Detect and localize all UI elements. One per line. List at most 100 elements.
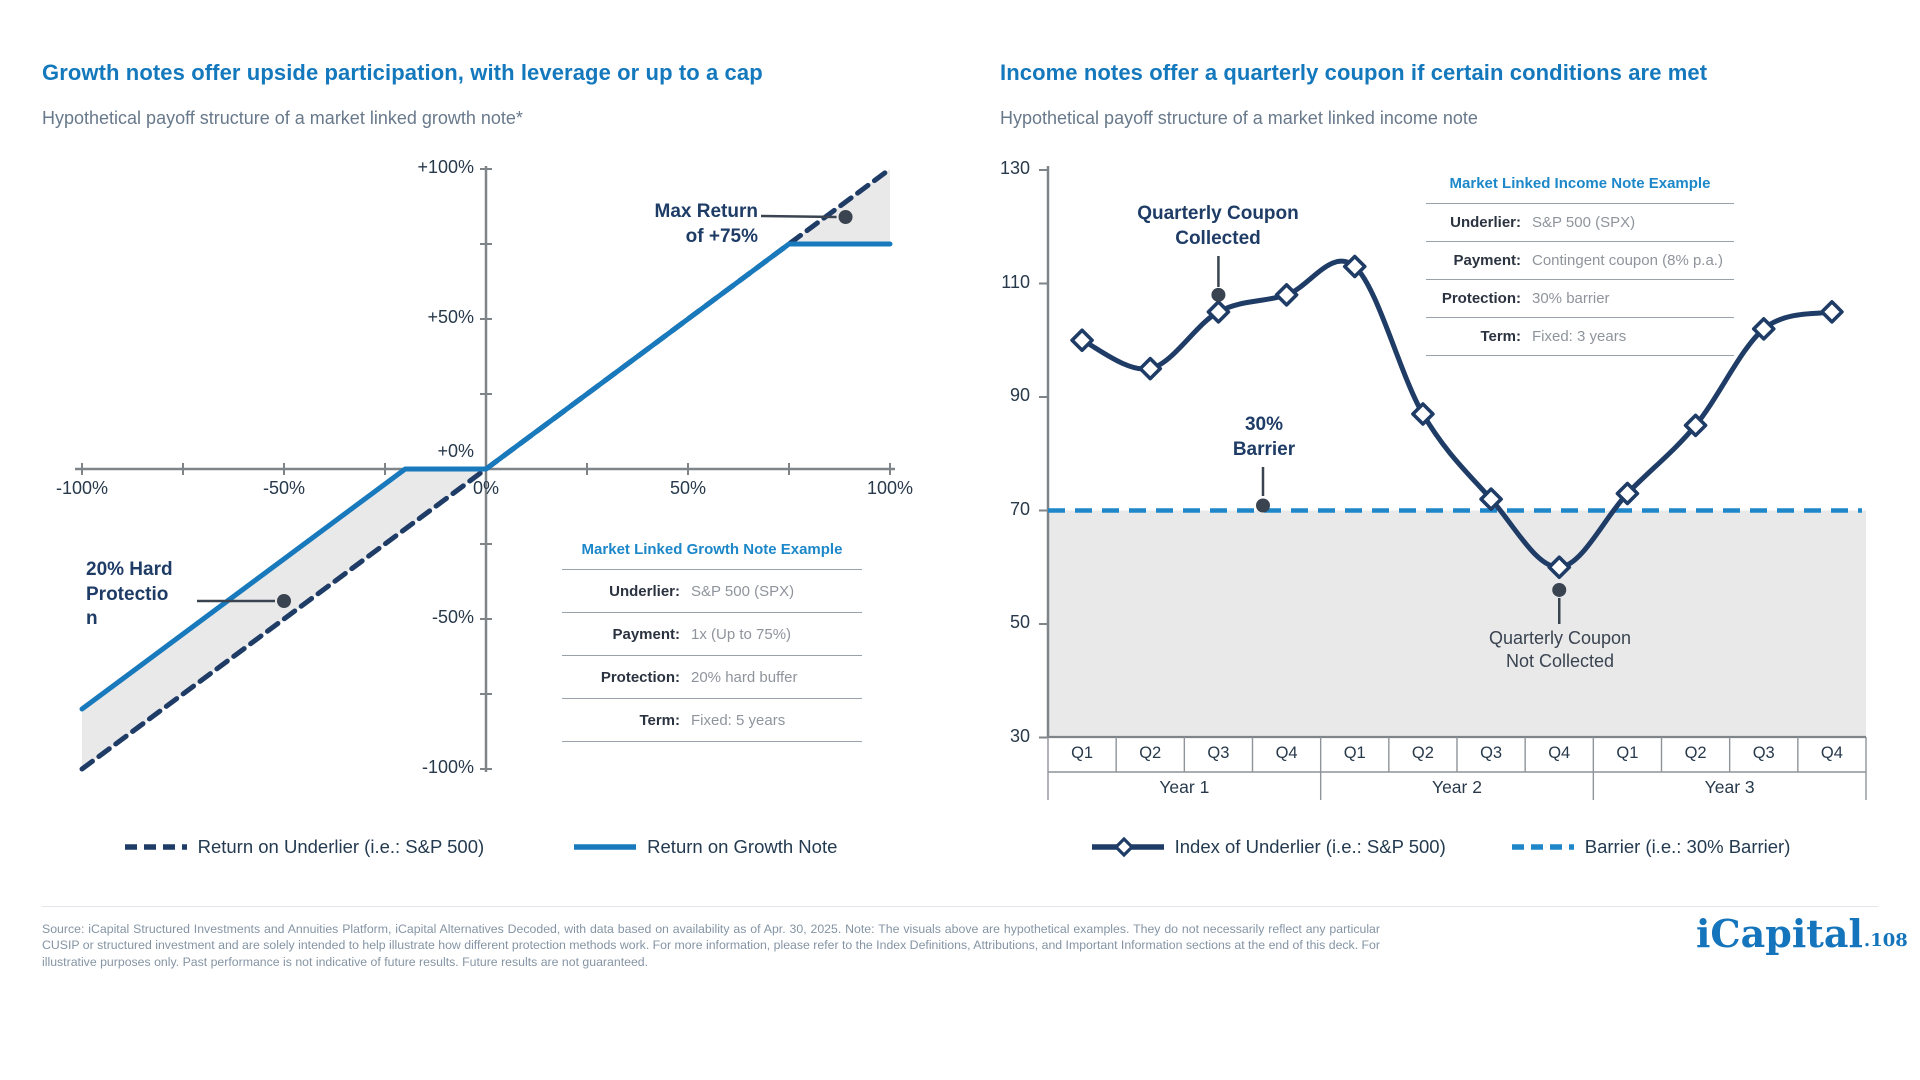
coupon-collected-dot	[1211, 287, 1226, 302]
growth-note-table-title: Market Linked Growth Note Example	[581, 541, 843, 558]
max-return-connector	[760, 214, 837, 219]
y-tick-label: 110	[1001, 271, 1030, 292]
quarter-label: Q3	[1752, 744, 1775, 762]
quarter-label: Q1	[1616, 744, 1639, 762]
income-legend: Index of Underlier (i.e.: S&P 500) Barri…	[1000, 836, 1880, 858]
y-tick-label: 70	[1009, 498, 1030, 519]
quarter-label: Q4	[1275, 744, 1298, 762]
legend-label-barrier: Barrier (i.e.: 30% Barrier)	[1584, 836, 1791, 857]
quarter-label: Q2	[1411, 744, 1434, 762]
index-point-marker	[1070, 328, 1094, 353]
source-note: Source: iCapital Structured Investments …	[42, 922, 1380, 969]
icapital-wordmark: iCapital	[1696, 911, 1863, 956]
legend-label-underlier-index: Index of Underlier (i.e.: S&P 500)	[1174, 836, 1446, 857]
x-tick-label: -50%	[262, 478, 306, 498]
income-note-table: Market Linked Income Note Example Underl…	[1426, 175, 1734, 356]
x-tick-label: 50%	[669, 478, 707, 498]
growth-chart-subtitle: Hypothetical payoff structure of a marke…	[42, 108, 523, 128]
y-tick-label: 130	[999, 158, 1030, 178]
income-note-table-value: S&P 500 (SPX)	[1532, 214, 1636, 231]
year-label: Year 3	[1704, 777, 1755, 797]
charts-overlay: Growth notes offer upside participation,…	[0, 60, 1880, 858]
quarter-label: Q3	[1207, 744, 1230, 762]
growth-note-table-label: Payment:	[612, 625, 680, 643]
legend-item-barrier: Barrier (i.e.: 30% Barrier)	[1510, 836, 1791, 858]
growth-note-table-rows: Underlier: S&P 500 (SPX) Payment: 1x (Up to…	[562, 569, 862, 742]
legend-label-growth-note-return: Return on Growth Note	[647, 836, 838, 857]
income-chart-title: Income notes offer a quarterly coupon if…	[1000, 60, 1708, 85]
legend-item-underlier-index: Index of Underlier (i.e.: S&P 500)	[1090, 836, 1446, 858]
growth-note-table-row: Underlier: S&P 500 (SPX)	[562, 569, 862, 612]
index-point-marker	[1138, 356, 1163, 381]
page-number: .108	[1863, 930, 1908, 951]
income-note-table-row: Protection: 30% barrier	[1426, 279, 1734, 317]
growth-legend: Return on Underlier (i.e.: S&P 500) Retu…	[0, 836, 960, 858]
year-label: Year 2	[1432, 777, 1482, 797]
quarter-label: Q4	[1820, 744, 1843, 762]
growth-note-table-label: Protection:	[600, 668, 680, 686]
charts-canvas	[75, 166, 1867, 800]
income-note-table-label: Protection:	[1441, 290, 1521, 307]
below-barrier-shade	[1048, 510, 1866, 737]
y-tick-label: +0%	[437, 441, 474, 461]
hard-protection-annotation: 20% Hard Protection	[86, 559, 173, 630]
income-chart-subtitle: Hypothetical payoff structure of a marke…	[1000, 108, 1478, 128]
income-note-table-label: Underlier:	[1450, 214, 1521, 231]
growth-note-table-value: S&P 500 (SPX)	[691, 582, 795, 600]
growth-note-table: Market Linked Growth Note Example Underl…	[562, 541, 862, 742]
index-point-marker	[1479, 487, 1503, 511]
index-point-marker	[1751, 317, 1776, 341]
income-note-table-row: Term: Fixed: 3 years	[1426, 317, 1734, 356]
legend-item-underlier-return: Return on Underlier (i.e.: S&P 500)	[123, 836, 484, 858]
index-point-marker	[1206, 300, 1231, 324]
income-note-table-value: Fixed: 3 years	[1532, 328, 1627, 345]
x-tick-label: 0%	[472, 478, 499, 498]
growth-note-table-label: Term:	[639, 711, 680, 729]
income-note-table-value: Contingent coupon (8% p.a.)	[1532, 252, 1723, 269]
y-tick-label: +100%	[417, 157, 474, 177]
index-point-marker	[1342, 254, 1367, 279]
growth-note-table-label: Underlier:	[609, 582, 680, 600]
income-note-table-value: 30% barrier	[1532, 290, 1610, 307]
y-tick-label: -100%	[421, 757, 474, 777]
quarter-label: Q2	[1139, 744, 1162, 762]
growth-note-line	[79, 241, 893, 712]
coupon-not-collected-annotation: Quarterly Coupon Not Collected	[1488, 628, 1632, 672]
barrier-annotation: 30% Barrier	[1232, 414, 1296, 460]
growth-note-table-row: Protection: 20% hard buffer	[562, 655, 862, 698]
diamond-line-swatch-icon	[1091, 836, 1164, 858]
income-note-table-label: Term:	[1480, 328, 1521, 345]
coupon-collected-annotation: Quarterly Coupon Collected	[1137, 203, 1299, 249]
y-tick-label: 50	[1009, 612, 1030, 632]
y-tick-label: 90	[1009, 385, 1030, 405]
max-return-dot	[838, 210, 853, 224]
y-tick-label: 30	[1009, 725, 1030, 746]
quarter-label: Q4	[1548, 744, 1571, 762]
legend-item-growth-note-return: Return on Growth Note	[572, 836, 837, 858]
growth-note-table-value: 20% hard buffer	[691, 668, 798, 686]
quarter-label: Q3	[1480, 744, 1503, 762]
y-tick-label: +50%	[427, 307, 474, 327]
income-note-table-row: Underlier: S&P 500 (SPX)	[1426, 203, 1734, 241]
index-point-marker	[1683, 413, 1708, 438]
dashed-line-swatch-icon	[124, 844, 187, 850]
income-note-table-row: Payment: Contingent coupon (8% p.a.)	[1426, 241, 1734, 279]
income-note-table-rows: Underlier: S&P 500 (SPX) Payment: Contingen…	[1426, 203, 1734, 356]
legend-diamond-marker	[1113, 836, 1134, 858]
x-tick-label: 100%	[866, 478, 914, 498]
index-point-marker	[1615, 481, 1640, 506]
growth-chart-title: Growth notes offer upside participation,…	[42, 60, 763, 85]
index-point-marker	[1411, 402, 1435, 426]
footer-divider	[42, 906, 1878, 907]
quarter-label: Q1	[1343, 744, 1366, 762]
y-tick-label: -50%	[431, 607, 474, 627]
solid-line-swatch-icon	[574, 844, 637, 850]
growth-note-table-value: 1x (Up to 75%)	[691, 625, 792, 643]
x-tick-label: -100%	[55, 478, 109, 498]
barrier-annotation-dot	[1256, 498, 1270, 513]
index-point-marker	[1547, 555, 1572, 580]
coupon-not-collected-dot	[1552, 582, 1567, 597]
year-label: Year 1	[1159, 777, 1210, 797]
quarter-label: Q2	[1684, 744, 1707, 762]
